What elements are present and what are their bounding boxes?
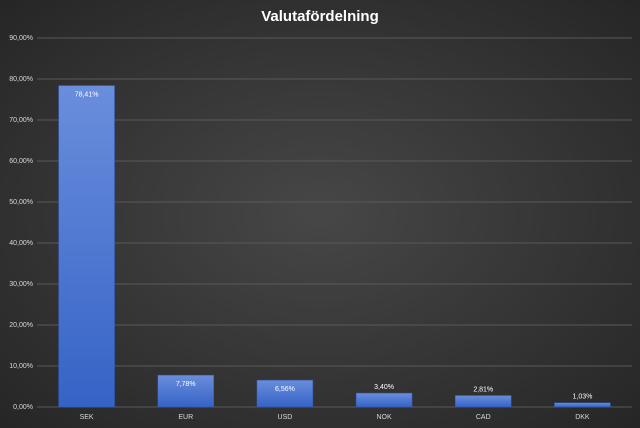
y-tick-label: 20,00%	[9, 322, 33, 329]
value-label: 2,81%	[473, 386, 493, 393]
bar	[554, 402, 611, 408]
x-tick-label: CAD	[476, 414, 491, 421]
x-tick-label: SEK	[80, 414, 94, 421]
y-tick-label: 30,00%	[9, 281, 33, 288]
chart-title: Valutafördelning	[261, 8, 379, 25]
y-tick-label: 90,00%	[9, 35, 33, 42]
value-label: 7,78%	[176, 381, 196, 388]
y-tick-label: 50,00%	[9, 199, 33, 206]
value-label: 3,40%	[374, 384, 394, 391]
y-tick-label: 40,00%	[9, 240, 33, 247]
y-tick-label: 10,00%	[9, 363, 33, 370]
y-tick-label: 80,00%	[9, 76, 33, 83]
value-label: 1,03%	[572, 394, 592, 401]
bar	[455, 395, 512, 408]
bar	[157, 374, 214, 408]
x-tick-label: DKK	[575, 414, 590, 421]
y-tick-label: 70,00%	[9, 117, 33, 124]
value-label: 6,56%	[275, 386, 295, 393]
x-tick-label: NOK	[376, 414, 392, 421]
bar	[58, 85, 115, 408]
value-label: 78,41%	[75, 91, 99, 98]
bar	[355, 392, 413, 408]
y-tick-label: 60,00%	[9, 158, 33, 165]
y-tick-label: 0,00%	[13, 404, 33, 411]
bar	[256, 379, 314, 408]
x-tick-label: EUR	[178, 414, 193, 421]
x-tick-label: USD	[278, 414, 293, 421]
